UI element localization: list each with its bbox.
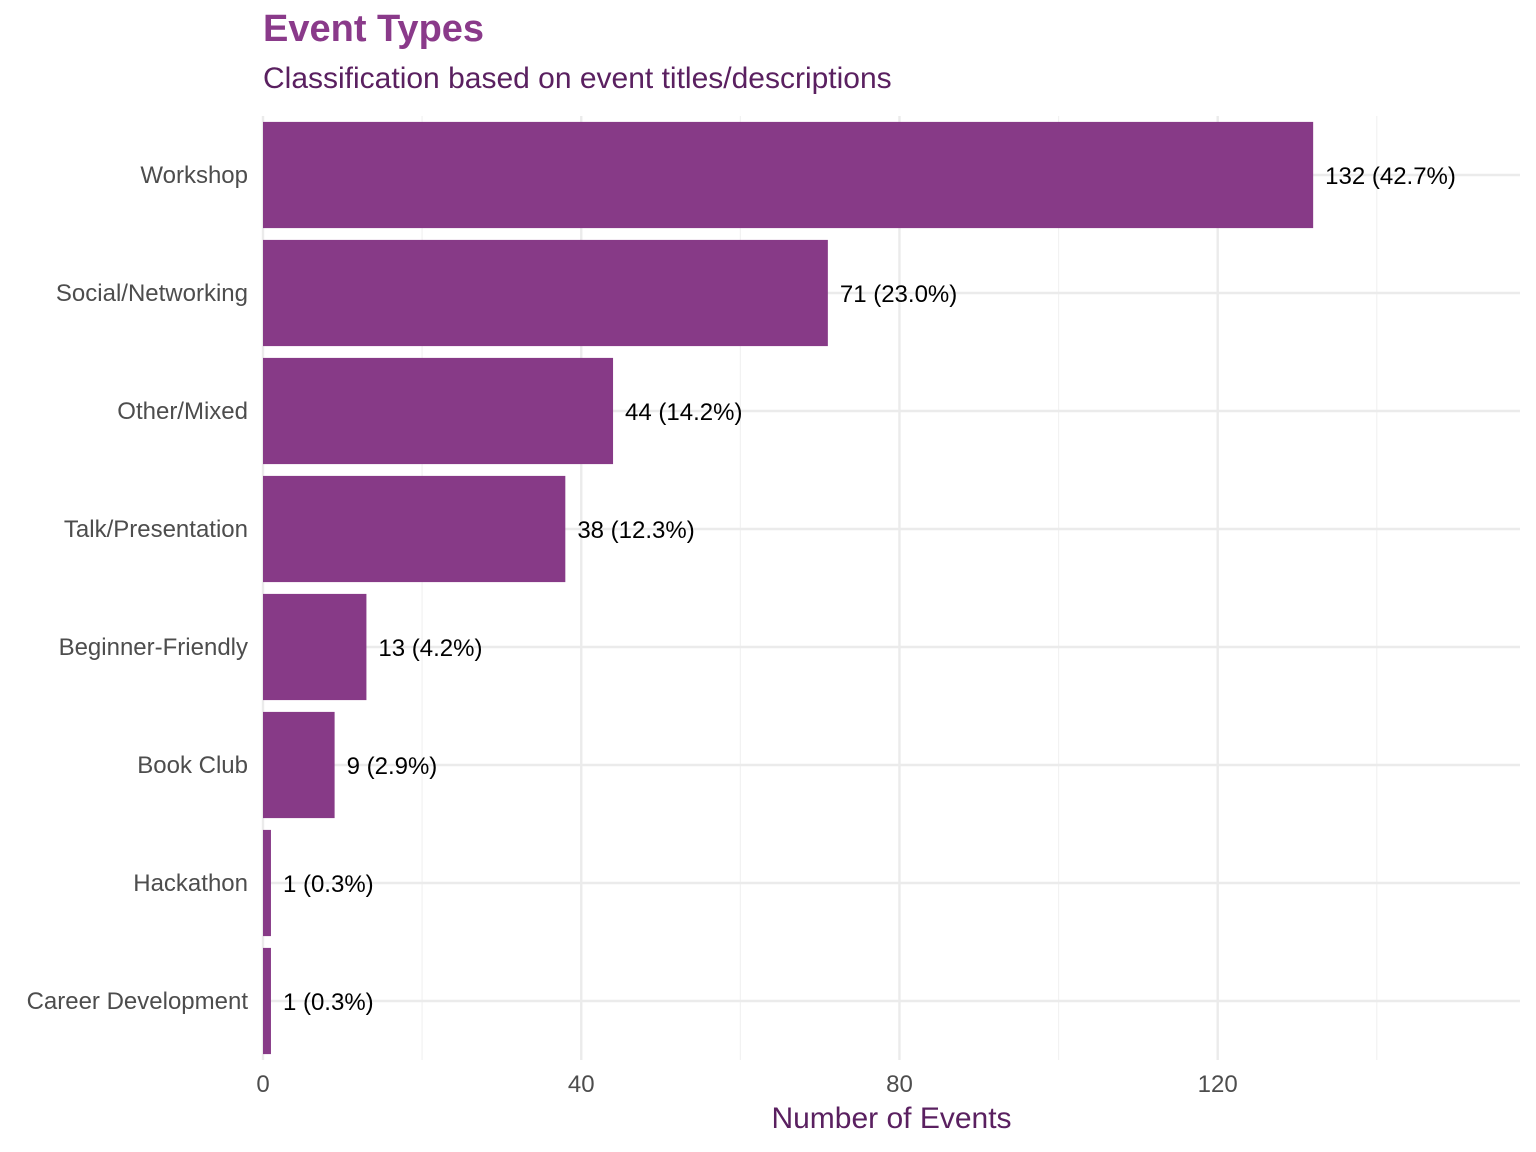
data-label: 9 (2.9%) [347, 753, 438, 780]
x-tick-label: 80 [886, 1071, 913, 1098]
bar-beginner-friendly [263, 593, 367, 701]
bar-career-development [263, 947, 271, 1055]
category-label: Career Development [27, 988, 249, 1015]
category-label: Beginner-Friendly [59, 634, 248, 661]
bar-workshop [263, 121, 1314, 229]
x-axis-title: Number of Events [771, 1102, 1011, 1135]
category-label: Other/Mixed [117, 398, 248, 425]
labels: Workshop 132 (42.7%) Social/Networking 71 (… [27, 162, 1456, 1098]
bar-hackathon [263, 829, 271, 937]
data-label: 13 (4.2%) [378, 635, 482, 662]
data-label: 44 (14.2%) [625, 399, 742, 426]
data-label: 71 (23.0%) [840, 281, 957, 308]
x-tick-label: 120 [1198, 1071, 1238, 1098]
bars [263, 121, 1314, 1055]
category-label: Hackathon [133, 870, 248, 897]
category-label: Social/Networking [56, 280, 248, 307]
bar-other-mixed [263, 357, 614, 465]
x-tick-label: 0 [256, 1071, 269, 1098]
data-label: 1 (0.3%) [283, 989, 374, 1016]
category-label: Talk/Presentation [64, 516, 248, 543]
chart-subtitle: Classification based on event titles/des… [263, 62, 892, 95]
x-tick-label: 40 [568, 1071, 595, 1098]
data-label: 1 (0.3%) [283, 871, 374, 898]
category-label: Book Club [137, 752, 248, 779]
category-label: Workshop [140, 162, 248, 189]
chart-title: Event Types [263, 8, 485, 50]
bar-book-club [263, 711, 335, 819]
data-label: 38 (12.3%) [577, 517, 694, 544]
bar-social-networking [263, 239, 828, 347]
data-label: 132 (42.7%) [1325, 163, 1456, 190]
bar-talk-presentation [263, 475, 566, 583]
